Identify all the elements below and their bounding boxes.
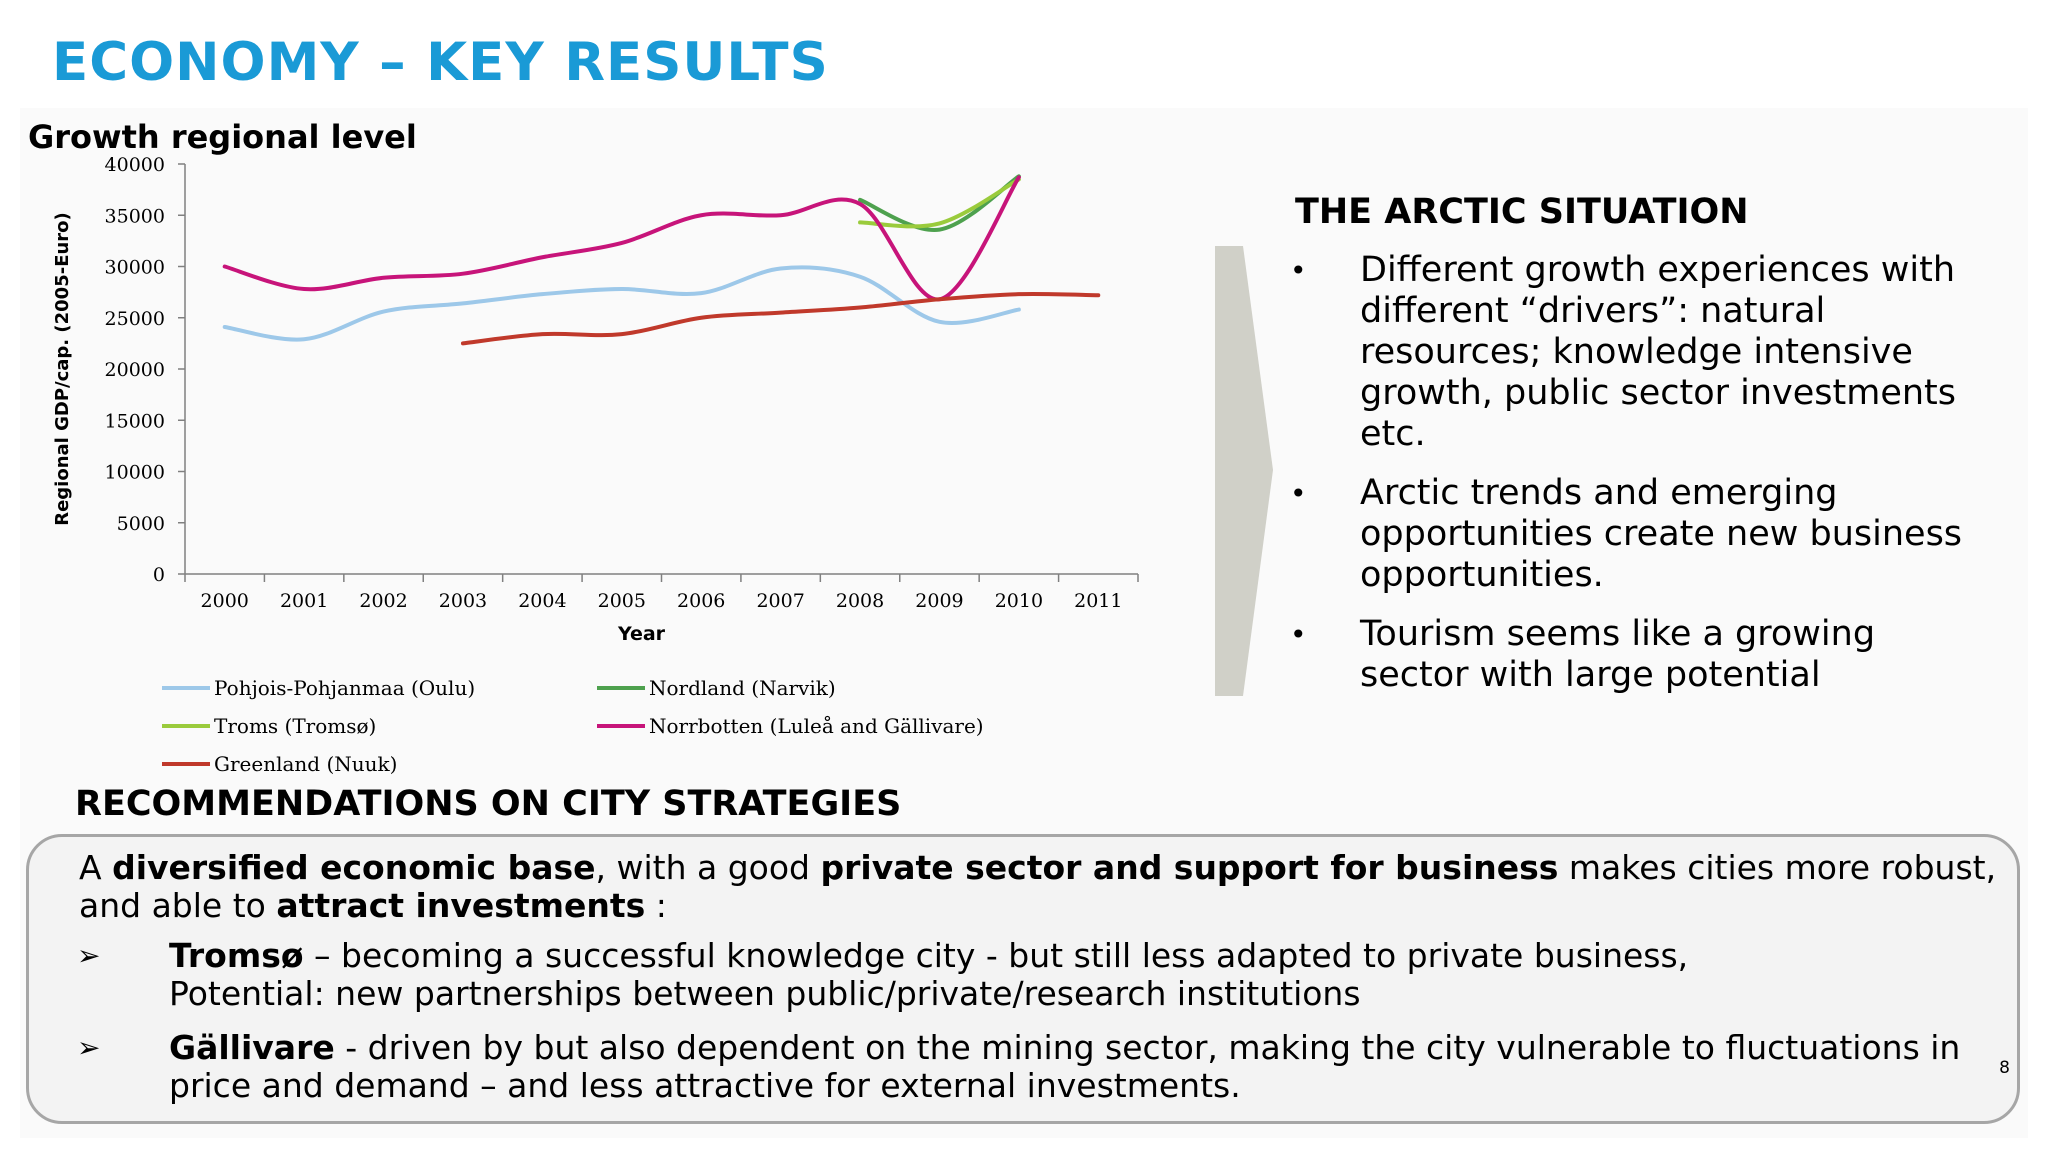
- y-tick-label: 30000: [105, 257, 165, 279]
- x-tick-label: 2004: [518, 590, 566, 612]
- page-title: ECONOMY – KEY RESULTS: [52, 32, 829, 93]
- y-tick-label: 15000: [105, 410, 165, 432]
- legend-label: Norrbotten (Luleå and Gällivare): [649, 714, 984, 738]
- bullet-icon: •: [1290, 477, 1307, 510]
- x-tick-label: 2008: [836, 590, 884, 612]
- bullet-icon: •: [1290, 254, 1307, 287]
- y-tick-label: 40000: [105, 154, 165, 176]
- series-line-4: [460, 292, 1101, 346]
- x-tick-label: 2007: [756, 590, 804, 612]
- arctic-bullet-list: • Different growth experiences with diffe…: [1290, 250, 1980, 714]
- recommendations-box: A diversified economic base, with a good…: [26, 834, 2020, 1124]
- chart-heading: Growth regional level: [28, 118, 417, 156]
- arctic-bullet: • Arctic trends and emerging opportunitie…: [1290, 473, 1963, 595]
- arctic-situation-title: THE ARCTIC SITUATION: [1295, 192, 1749, 232]
- x-tick-label: 2002: [359, 590, 407, 612]
- x-tick-label: 2006: [677, 590, 725, 612]
- arrow-bullet-icon: ➢: [77, 939, 101, 972]
- arctic-bullet: • Tourism seems like a growing sector wit…: [1290, 614, 1876, 695]
- x-tick-label: 2005: [598, 590, 646, 612]
- y-tick-label: 35000: [105, 205, 165, 227]
- x-axis-title: Year: [617, 623, 666, 645]
- series-line-3: [222, 175, 1021, 302]
- legend-label: Greenland (Nuuk): [214, 752, 397, 776]
- x-tick-label: 2009: [915, 590, 963, 612]
- recommendations-title: RECOMMENDATIONS ON CITY STRATEGIES: [75, 784, 902, 824]
- y-tick-label: 20000: [105, 359, 165, 381]
- arctic-bullet: • Different growth experiences with diffe…: [1290, 250, 1957, 454]
- arrow-bullet-icon: ➢: [77, 1031, 101, 1064]
- x-tick-label: 2011: [1074, 590, 1122, 612]
- y-tick-label: 10000: [105, 462, 165, 484]
- bullet-icon: •: [1290, 618, 1307, 651]
- y-tick-label: 0: [153, 564, 165, 586]
- x-tick-label: 2001: [280, 590, 328, 612]
- gdp-line-chart: 0 5000 10000 15000 20000 25000 30000 35000 40000…: [52, 154, 1139, 776]
- y-tick-label: 25000: [105, 308, 165, 330]
- page-number: 8: [1999, 1058, 2010, 1078]
- x-tick-label: 2003: [439, 590, 487, 612]
- series-line-0: [222, 265, 1021, 342]
- chevron-arrow-icon: [1215, 246, 1273, 696]
- x-tick-label: 2010: [995, 590, 1043, 612]
- y-tick-label: 5000: [117, 513, 165, 535]
- y-axis-title: Regional GDP/cap. (2005-Euro): [52, 212, 73, 526]
- legend-label: Troms (Tromsø): [214, 714, 376, 738]
- x-tick-label: 2000: [201, 590, 249, 612]
- legend-label: Pohjois-Pohjanmaa (Oulu): [214, 676, 475, 700]
- recommendations-intro: A diversified economic base, with a good…: [79, 848, 1997, 925]
- legend-label: Nordland (Narvik): [649, 676, 836, 700]
